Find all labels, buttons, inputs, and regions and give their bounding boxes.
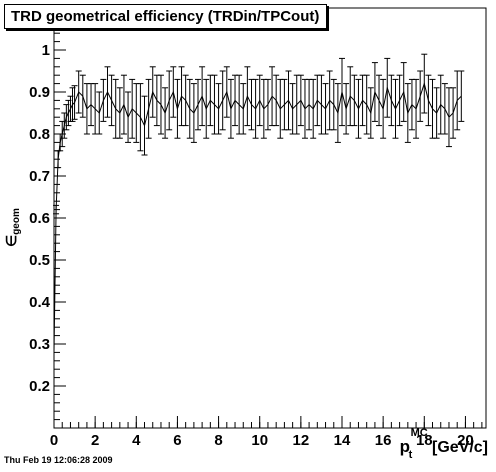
x-axis-label-superscript: MC [410, 427, 428, 439]
y-tick-label: 0.5 [29, 252, 50, 269]
x-tick-label: 18 [416, 432, 433, 449]
chart-title: TRD geometrical efficiency (TRDin/TPCout… [4, 4, 328, 29]
y-axis-label: ∈geom [3, 208, 22, 247]
x-tick-label: 4 [132, 432, 141, 449]
y-tick-label: 0.6 [29, 210, 50, 227]
y-tick-label: 0.9 [29, 84, 50, 101]
x-tick-label: 6 [173, 432, 181, 449]
y-tick-label: 0.8 [29, 126, 50, 143]
x-tick-label: 0 [50, 432, 58, 449]
timestamp: Thu Feb 19 12:06:28 2009 [4, 455, 113, 465]
x-tick-label: 2 [91, 432, 99, 449]
efficiency-series-line [53, 81, 462, 353]
x-tick-label: 20 [457, 432, 474, 449]
x-tick-label: 8 [214, 432, 222, 449]
y-axis-label-symbol: ∈ [3, 234, 19, 247]
x-tick-label: 12 [293, 432, 310, 449]
x-axis-label-symbol: p [399, 437, 410, 456]
y-tick-label: 0.7 [29, 168, 50, 185]
y-tick-label: 0.3 [29, 336, 50, 353]
x-axis-label-unit: [GeV/c] [431, 439, 488, 456]
x-axis-label: p t MC [GeV/c] [399, 427, 488, 461]
x-tick-label: 14 [334, 432, 351, 449]
y-tick-label: 0.2 [29, 378, 50, 395]
y-tick-label: 0.4 [29, 294, 51, 311]
x-tick-label: 10 [251, 432, 268, 449]
y-axis-label-subscript: geom [11, 208, 22, 235]
x-axis-label-subscript: t [408, 449, 413, 461]
y-tick-label: 1 [42, 42, 50, 59]
x-tick-label: 16 [375, 432, 392, 449]
